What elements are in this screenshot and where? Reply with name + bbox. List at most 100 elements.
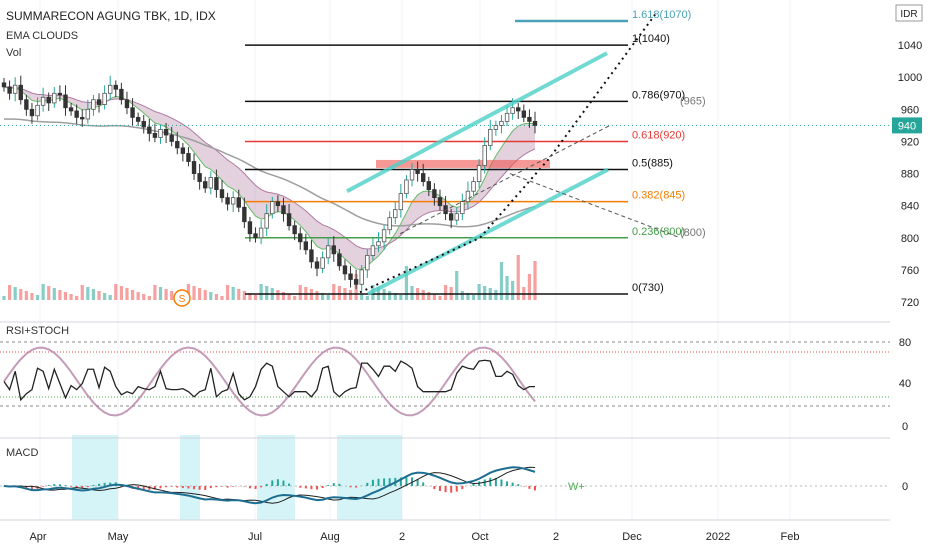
time-tick: Jul xyxy=(248,531,262,543)
macd-signal-text: W+ xyxy=(568,481,585,493)
macd-histogram-bar xyxy=(422,482,425,486)
volume-bar xyxy=(332,284,336,300)
macd-histogram-bar xyxy=(70,486,73,487)
time-tick: May xyxy=(108,531,129,543)
fib-label: 0.786(970) xyxy=(632,89,685,101)
volume-bar xyxy=(103,293,107,300)
volume-bar xyxy=(483,286,487,300)
candle-body xyxy=(247,221,253,235)
price-tick: 920 xyxy=(901,136,919,148)
macd-histogram-bar xyxy=(489,477,492,486)
candle-body xyxy=(415,169,420,174)
macd-histogram-bar xyxy=(215,486,218,488)
currency-box xyxy=(895,4,923,22)
macd-histogram-bar xyxy=(165,486,168,488)
macd-histogram-bar xyxy=(411,477,414,486)
volume-bar xyxy=(164,289,168,300)
macd-histogram-bar xyxy=(153,486,156,490)
candle-body xyxy=(281,205,286,215)
macd-histogram-bar xyxy=(187,486,190,489)
volume-bar xyxy=(75,296,79,300)
candle-body xyxy=(12,84,18,94)
macd-histogram-bar xyxy=(528,486,531,489)
macd-pane-title: MACD xyxy=(6,447,38,459)
candle-body xyxy=(74,110,79,118)
candle-body xyxy=(264,213,269,229)
currency-label: IDR xyxy=(900,9,917,20)
volume-bar xyxy=(516,255,520,300)
candle-body xyxy=(460,201,465,215)
volume-bar xyxy=(209,292,213,300)
volume-bar xyxy=(69,294,73,300)
candle-body xyxy=(365,255,370,271)
candle-body xyxy=(516,107,521,112)
candle-body xyxy=(57,92,63,96)
time-tick: 2 xyxy=(399,531,405,543)
candle-body xyxy=(387,217,392,231)
macd-tick: 0 xyxy=(902,481,908,493)
volume-bar xyxy=(265,286,269,300)
volume-bar xyxy=(388,291,392,300)
fib-label: 1(1040) xyxy=(632,33,670,45)
candle-body xyxy=(91,99,96,110)
macd-histogram-bar xyxy=(310,486,313,490)
macd-histogram-bar xyxy=(98,483,101,486)
volume-bar xyxy=(158,287,163,300)
time-tick: Apr xyxy=(29,531,46,543)
macd-histogram-bar xyxy=(204,486,207,490)
candle-body xyxy=(393,209,398,219)
price-tick: 960 xyxy=(901,104,919,116)
candle-body xyxy=(521,110,527,118)
candle-body xyxy=(7,86,12,94)
price-axis[interactable]: 108010401000960920880840800760720IDR9408… xyxy=(890,0,932,550)
macd-histogram-bar xyxy=(58,484,61,486)
volume-bar xyxy=(125,288,129,300)
candle-body xyxy=(499,120,504,126)
candle-body xyxy=(409,169,415,181)
fibonacci-levels[interactable]: 1.618(1070) 1(1040) 0.786(970)(965) 0.618(9… xyxy=(0,9,890,295)
volume-bar xyxy=(348,290,353,300)
candle-body xyxy=(147,126,152,134)
volume-bar xyxy=(360,294,364,300)
macd-histogram-bar xyxy=(438,486,441,492)
candle-body xyxy=(203,181,208,189)
volume-bar xyxy=(47,286,51,300)
macd-histogram-bar xyxy=(405,477,408,486)
candle-body xyxy=(398,193,404,211)
macd-histogram-bar xyxy=(226,486,229,488)
time-tick: Feb xyxy=(781,531,800,543)
candle-body xyxy=(298,233,303,243)
rsi-stoch-pane xyxy=(0,341,890,417)
candle-body xyxy=(381,229,387,243)
fib-label: (965) xyxy=(680,95,706,107)
volume-bar xyxy=(298,285,302,300)
volume-bar xyxy=(147,296,151,300)
candle-body xyxy=(404,179,409,195)
volume-bar xyxy=(214,294,218,300)
candle-body xyxy=(163,129,169,136)
candle-body xyxy=(24,99,29,110)
volume-bar xyxy=(466,293,470,300)
volume-bar xyxy=(153,285,157,300)
candle-body xyxy=(493,124,499,130)
macd-histogram-bar xyxy=(444,486,447,493)
macd-histogram-bar xyxy=(338,483,341,486)
volume-bar xyxy=(505,276,509,300)
macd-histogram-bar xyxy=(450,486,453,493)
trend-drawings[interactable]: S xyxy=(173,14,681,307)
candle-body xyxy=(113,84,118,90)
candle-body xyxy=(359,269,364,285)
macd-histogram-bar xyxy=(109,482,112,486)
last-price-badge xyxy=(892,117,922,134)
candle-body xyxy=(426,181,431,191)
volume-bar xyxy=(30,293,34,300)
macd-histogram-bar xyxy=(355,486,358,488)
time-axis[interactable]: Apr May Jul Aug 2 Oct 2 Dec 2022 Feb xyxy=(0,321,890,543)
candle-body xyxy=(454,213,459,221)
volume-bar xyxy=(365,296,369,300)
volume-bar xyxy=(527,274,532,300)
macd-histogram-bar xyxy=(321,486,324,489)
macd-histogram-bar xyxy=(506,481,509,486)
macd-histogram-bar xyxy=(47,485,50,486)
